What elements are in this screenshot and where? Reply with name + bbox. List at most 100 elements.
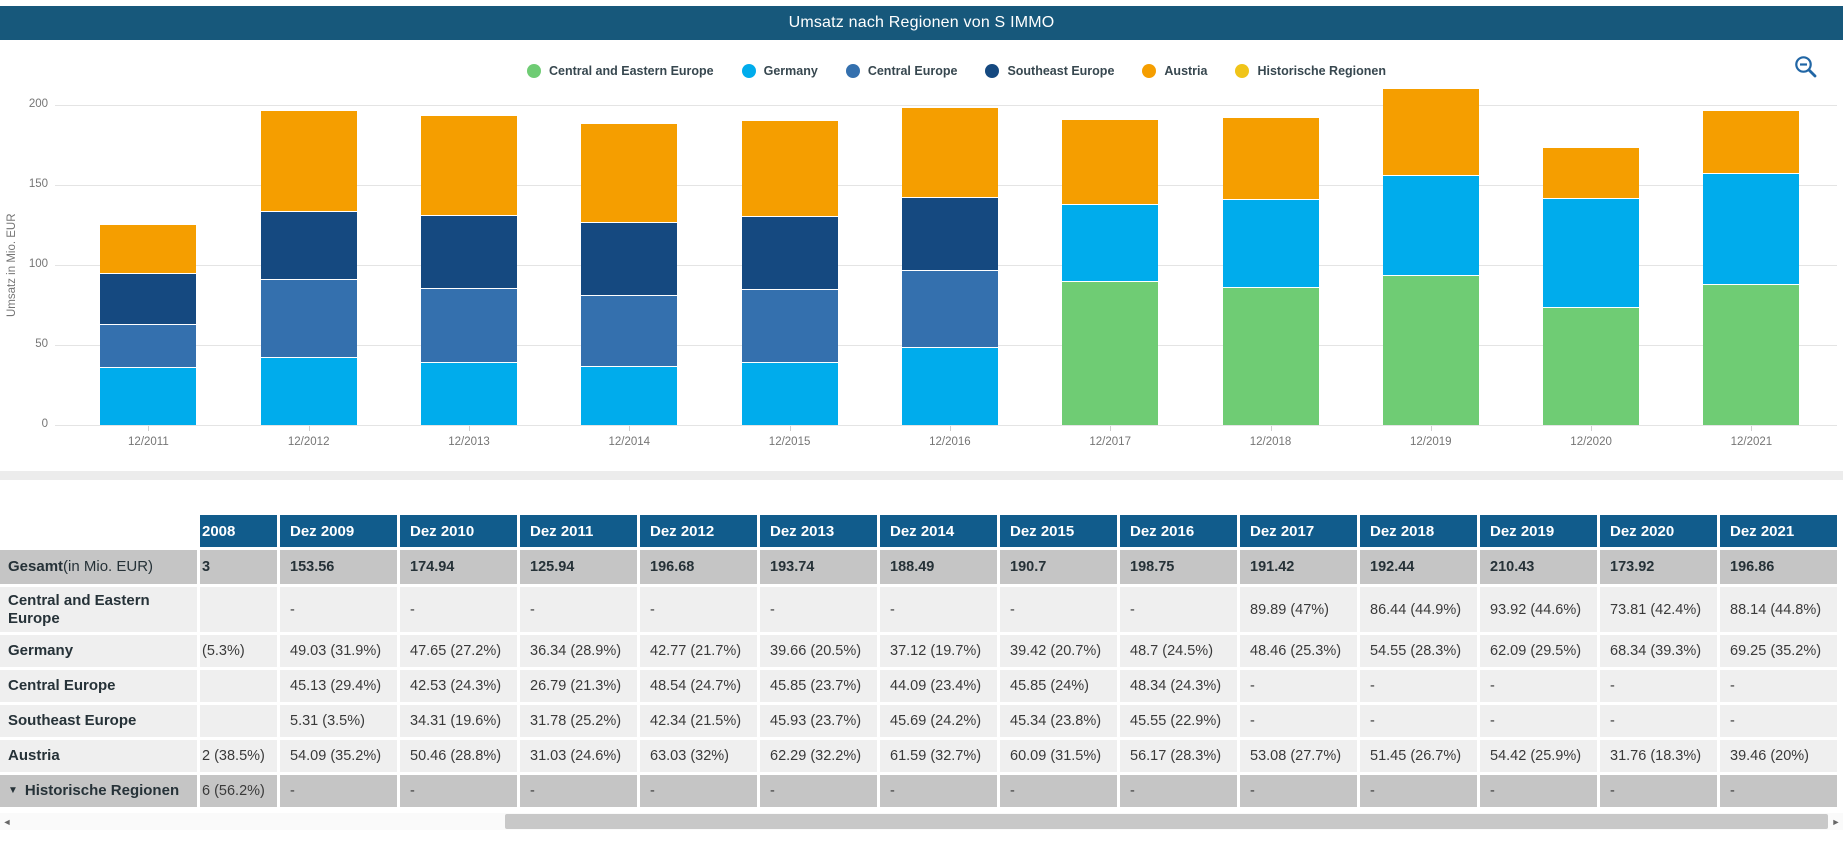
x-tick — [789, 426, 791, 431]
table-cell: - — [760, 775, 877, 807]
legend-item-central-and-eastern-europe[interactable]: Central and Eastern Europe — [527, 64, 714, 78]
table-cell: 198.75 — [1120, 550, 1237, 584]
x-tick-label: 12/2020 — [1570, 436, 1612, 448]
bar-segment-germany[interactable] — [741, 361, 838, 425]
bar-segment-southeast-europe[interactable] — [260, 211, 357, 279]
table-cell: - — [280, 775, 397, 807]
column-header-Dez-2017: Dez 2017 — [1240, 515, 1357, 547]
collapse-triangle-icon: ▼ — [8, 785, 18, 797]
bar-segment-germany[interactable] — [581, 365, 678, 425]
table-cell: 54.09 (35.2%) — [280, 740, 397, 772]
stacked-bar-12-2014[interactable] — [581, 123, 678, 425]
bar-segment-central-europe[interactable] — [421, 288, 517, 362]
bar-segment-germany[interactable] — [1222, 199, 1319, 287]
legend-item-austria[interactable]: Austria — [1142, 64, 1207, 78]
bar-segment-germany[interactable] — [421, 361, 517, 425]
table-cell: 88.14 (44.8%) — [1720, 587, 1837, 632]
scroll-left-icon[interactable]: ◄ — [2, 816, 12, 827]
bar-segment-austria[interactable] — [741, 119, 838, 217]
column-header-Dez-2019: Dez 2019 — [1480, 515, 1597, 547]
bar-segment-austria[interactable] — [1543, 146, 1640, 198]
bar-segment-austria[interactable] — [581, 123, 678, 222]
horizontal-scrollbar[interactable]: ◄ ► — [0, 813, 1843, 830]
bar-segment-germany[interactable] — [901, 347, 998, 425]
table-cell: - — [1480, 670, 1597, 702]
bar-segment-central-europe[interactable] — [260, 278, 357, 357]
bar-segment-austria[interactable] — [1703, 110, 1800, 174]
table-cell: 62.29 (32.2%) — [760, 740, 877, 772]
bar-segment-germany[interactable] — [1543, 197, 1640, 307]
bar-segment-central-and-eastern-europe[interactable] — [1543, 306, 1640, 425]
zoom-out-button[interactable] — [1791, 54, 1821, 84]
bar-segment-germany[interactable] — [1062, 203, 1159, 282]
stacked-bar-12-2013[interactable] — [421, 115, 517, 425]
table-cell: - — [1480, 775, 1597, 807]
table-cell: - — [640, 587, 757, 632]
bar-segment-central-and-eastern-europe[interactable] — [1382, 274, 1479, 425]
x-tick-label: 12/2015 — [768, 436, 811, 448]
bar-segment-central-europe[interactable] — [901, 269, 998, 348]
bar-segment-central-europe[interactable] — [741, 288, 838, 362]
y-axis-title: Umsatz in Mio. EUR — [6, 213, 18, 317]
bar-segment-austria[interactable] — [260, 110, 357, 212]
bar-segment-germany[interactable] — [260, 356, 357, 425]
table-cell: 2 (38.5%) — [200, 740, 277, 772]
legend-item-central-europe[interactable]: Central Europe — [845, 64, 957, 78]
bar-segment-southeast-europe[interactable] — [741, 216, 838, 289]
legend-item-germany[interactable]: Germany — [741, 64, 818, 78]
stacked-bar-12-2016[interactable] — [901, 107, 998, 425]
stacked-bar-12-2012[interactable] — [260, 110, 357, 425]
stacked-bar-12-2021[interactable] — [1703, 110, 1800, 425]
bar-segment-austria[interactable] — [1062, 118, 1159, 204]
table-cell: 73.81 (42.4%) — [1600, 587, 1717, 632]
table-cell: 153.56 — [280, 550, 397, 584]
stacked-bar-12-2015[interactable] — [741, 119, 838, 425]
bar-segment-germany[interactable] — [1382, 175, 1479, 275]
table-cell: - — [1480, 705, 1597, 737]
bar-segment-austria[interactable] — [100, 223, 197, 274]
bar-segment-southeast-europe[interactable] — [581, 221, 678, 296]
row-label-southeast-europe: Southeast Europe — [0, 705, 197, 737]
stacked-bar-12-2017[interactable] — [1062, 118, 1159, 425]
table-cell: 63.03 (32%) — [640, 740, 757, 772]
column-header-Dez-2021: Dez 2021 — [1720, 515, 1837, 547]
row-label-historische-regionen[interactable]: ▼ Historische Regionen — [0, 775, 197, 807]
table-cell: 34.31 (19.6%) — [400, 705, 517, 737]
table-cell: 45.93 (23.7%) — [760, 705, 877, 737]
gridline-y0 — [55, 425, 1837, 426]
bar-segment-germany[interactable] — [100, 366, 197, 425]
stacked-bar-12-2020[interactable] — [1543, 146, 1640, 425]
table-cell: 42.77 (21.7%) — [640, 635, 757, 667]
bar-segment-germany[interactable] — [1703, 173, 1800, 284]
scroll-right-icon[interactable]: ► — [1831, 816, 1841, 827]
bar-segment-central-europe[interactable] — [100, 323, 197, 367]
scrollbar-thumb[interactable] — [505, 814, 1828, 829]
bar-segment-austria[interactable] — [901, 107, 998, 197]
stacked-bar-12-2011[interactable] — [100, 223, 197, 425]
row-label-text: Germany — [8, 642, 74, 660]
bar-segment-central-europe[interactable] — [581, 295, 678, 366]
y-tick-label: 150 — [28, 178, 48, 190]
table-cell: - — [1000, 587, 1117, 632]
stacked-bar-12-2018[interactable] — [1222, 117, 1319, 425]
data-table: 2008 Dez 2009 Dez 2010 Dez 2011 Dez 2012 Dez … — [0, 515, 1837, 807]
bar-segment-southeast-europe[interactable] — [421, 214, 517, 289]
bar-segment-central-and-eastern-europe[interactable] — [1222, 286, 1319, 425]
table-cell: - — [1360, 775, 1477, 807]
legend-item-southeast-europe[interactable]: Southeast Europe — [985, 64, 1114, 78]
legend-label: Historische Regionen — [1257, 64, 1386, 78]
bar-segment-southeast-europe[interactable] — [100, 273, 197, 324]
stacked-bar-12-2019[interactable] — [1382, 88, 1479, 425]
legend-label: Austria — [1164, 64, 1208, 78]
legend-item-historische-regionen[interactable]: Historische Regionen — [1235, 64, 1386, 78]
bar-segment-austria[interactable] — [421, 115, 517, 215]
bar-segment-southeast-europe[interactable] — [901, 196, 998, 270]
table-cell: - — [400, 587, 517, 632]
bar-segment-austria[interactable] — [1222, 117, 1319, 200]
x-tick-label: 12/2011 — [128, 436, 169, 448]
bar-segment-austria[interactable] — [1382, 88, 1479, 176]
table-cell: 37.12 (19.7%) — [880, 635, 997, 667]
bar-segment-central-and-eastern-europe[interactable] — [1062, 281, 1159, 425]
bar-segment-central-and-eastern-europe[interactable] — [1703, 283, 1800, 425]
x-tick — [1591, 426, 1593, 431]
